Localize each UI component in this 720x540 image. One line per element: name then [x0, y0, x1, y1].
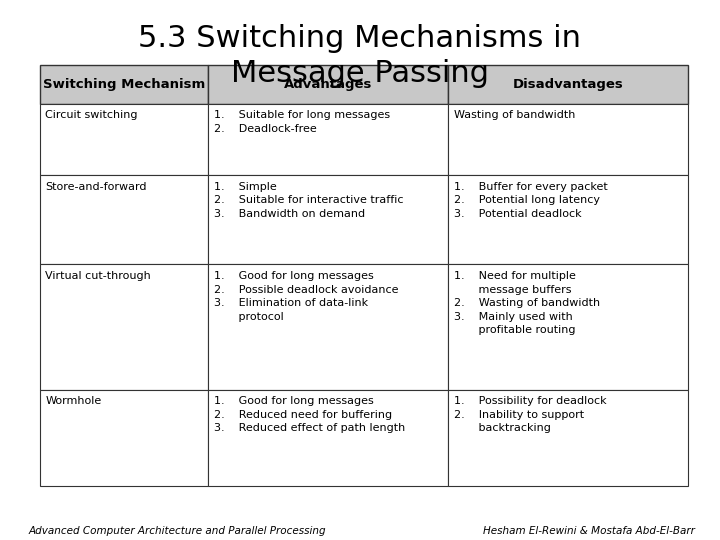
Text: 1.    Suitable for long messages
2.    Deadlock-free: 1. Suitable for long messages 2. Deadloc…: [214, 110, 390, 134]
Text: 1.    Good for long messages
2.    Reduced need for buffering
3.    Reduced effe: 1. Good for long messages 2. Reduced nee…: [214, 396, 405, 433]
Text: 1.    Possibility for deadlock
2.    Inability to support
       backtracking: 1. Possibility for deadlock 2. Inability…: [454, 396, 606, 433]
Text: Circuit switching: Circuit switching: [45, 110, 138, 120]
Text: 1.    Simple
2.    Suitable for interactive traffic
3.    Bandwidth on demand: 1. Simple 2. Suitable for interactive tr…: [214, 181, 403, 219]
Text: 5.3 Switching Mechanisms in
Message Passing: 5.3 Switching Mechanisms in Message Pass…: [138, 24, 582, 88]
Text: Virtual cut-through: Virtual cut-through: [45, 271, 151, 281]
Text: Store-and-forward: Store-and-forward: [45, 181, 147, 192]
Text: 1.    Buffer for every packet
2.    Potential long latency
3.    Potential deadl: 1. Buffer for every packet 2. Potential …: [454, 181, 608, 219]
Text: Switching Mechanism: Switching Mechanism: [42, 78, 205, 91]
Text: Wasting of bandwidth: Wasting of bandwidth: [454, 110, 575, 120]
Text: Hesham El-Rewini & Mostafa Abd-El-Barr: Hesham El-Rewini & Mostafa Abd-El-Barr: [483, 525, 695, 536]
Text: Wormhole: Wormhole: [45, 396, 102, 406]
Text: 1.    Good for long messages
2.    Possible deadlock avoidance
3.    Elimination: 1. Good for long messages 2. Possible de…: [214, 271, 398, 322]
Text: Advanced Computer Architecture and Parallel Processing: Advanced Computer Architecture and Paral…: [29, 525, 326, 536]
Text: 1.    Need for multiple
       message buffers
2.    Wasting of bandwidth
3.    : 1. Need for multiple message buffers 2. …: [454, 271, 600, 335]
Text: Disadvantages: Disadvantages: [513, 78, 623, 91]
Text: Advantages: Advantages: [284, 78, 372, 91]
